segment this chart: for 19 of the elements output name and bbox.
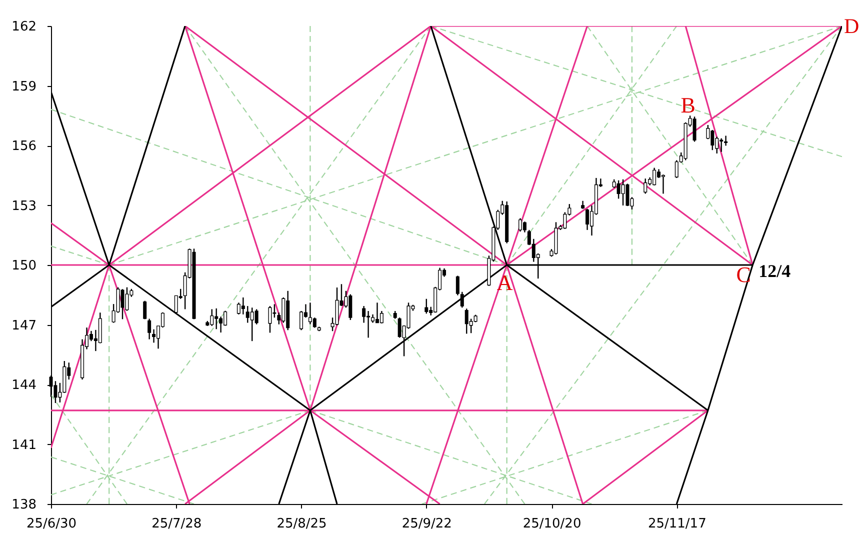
y-tick-label: 147 [12,318,36,334]
annotation: D [844,14,860,38]
annotation: 12/4 [758,261,791,281]
y-tick-label: 153 [12,198,36,214]
annotation: B [680,92,696,118]
y-tick-label: 138 [12,498,36,512]
annotation: C [736,262,751,287]
y-tick-label: 159 [12,79,36,94]
x-tick-label: 25/9/22 [402,516,452,532]
x-tick-label: 25/6/30 [26,516,77,532]
x-tick-label: 25/8/25 [276,516,327,532]
y-tick-label: 141 [12,438,36,453]
y-tick-label: 156 [12,139,36,154]
x-tick-label: 25/11/17 [648,516,706,532]
y-tick-label: 162 [12,20,36,34]
x-tick-label: 25/10/20 [522,516,582,532]
y-tick-label: 150 [12,258,36,274]
y-tick-label: 144 [12,378,36,393]
x-tick-label: 25/7/28 [152,516,202,532]
